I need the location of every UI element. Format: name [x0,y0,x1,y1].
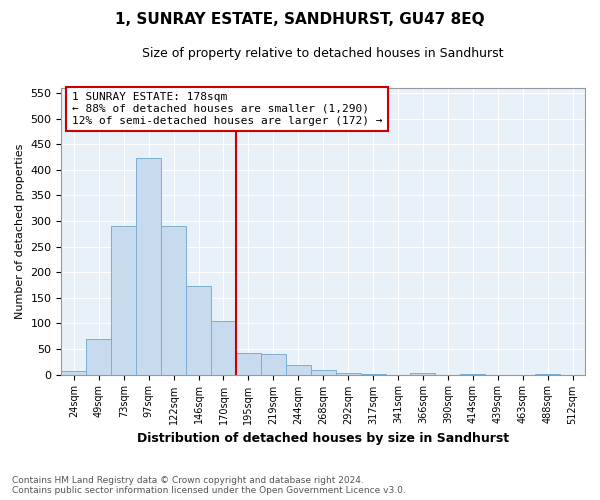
Bar [211,321,236,374]
Bar [161,226,186,374]
Text: 1 SUNRAY ESTATE: 178sqm
← 88% of detached houses are smaller (1,290)
12% of semi: 1 SUNRAY ESTATE: 178sqm ← 88% of detache… [72,92,382,126]
Bar [311,370,335,374]
Text: Contains HM Land Registry data © Crown copyright and database right 2024.
Contai: Contains HM Land Registry data © Crown c… [12,476,406,495]
Bar [61,371,86,374]
X-axis label: Distribution of detached houses by size in Sandhurst: Distribution of detached houses by size … [137,432,509,445]
Bar [236,352,261,374]
Bar [111,226,136,374]
Bar [136,158,161,374]
Bar [186,286,211,374]
Bar [410,373,436,374]
Text: 1, SUNRAY ESTATE, SANDHURST, GU47 8EQ: 1, SUNRAY ESTATE, SANDHURST, GU47 8EQ [115,12,485,28]
Bar [286,365,311,374]
Title: Size of property relative to detached houses in Sandhurst: Size of property relative to detached ho… [142,48,504,60]
Y-axis label: Number of detached properties: Number of detached properties [15,144,25,319]
Bar [335,373,361,374]
Bar [86,339,111,374]
Bar [261,354,286,374]
